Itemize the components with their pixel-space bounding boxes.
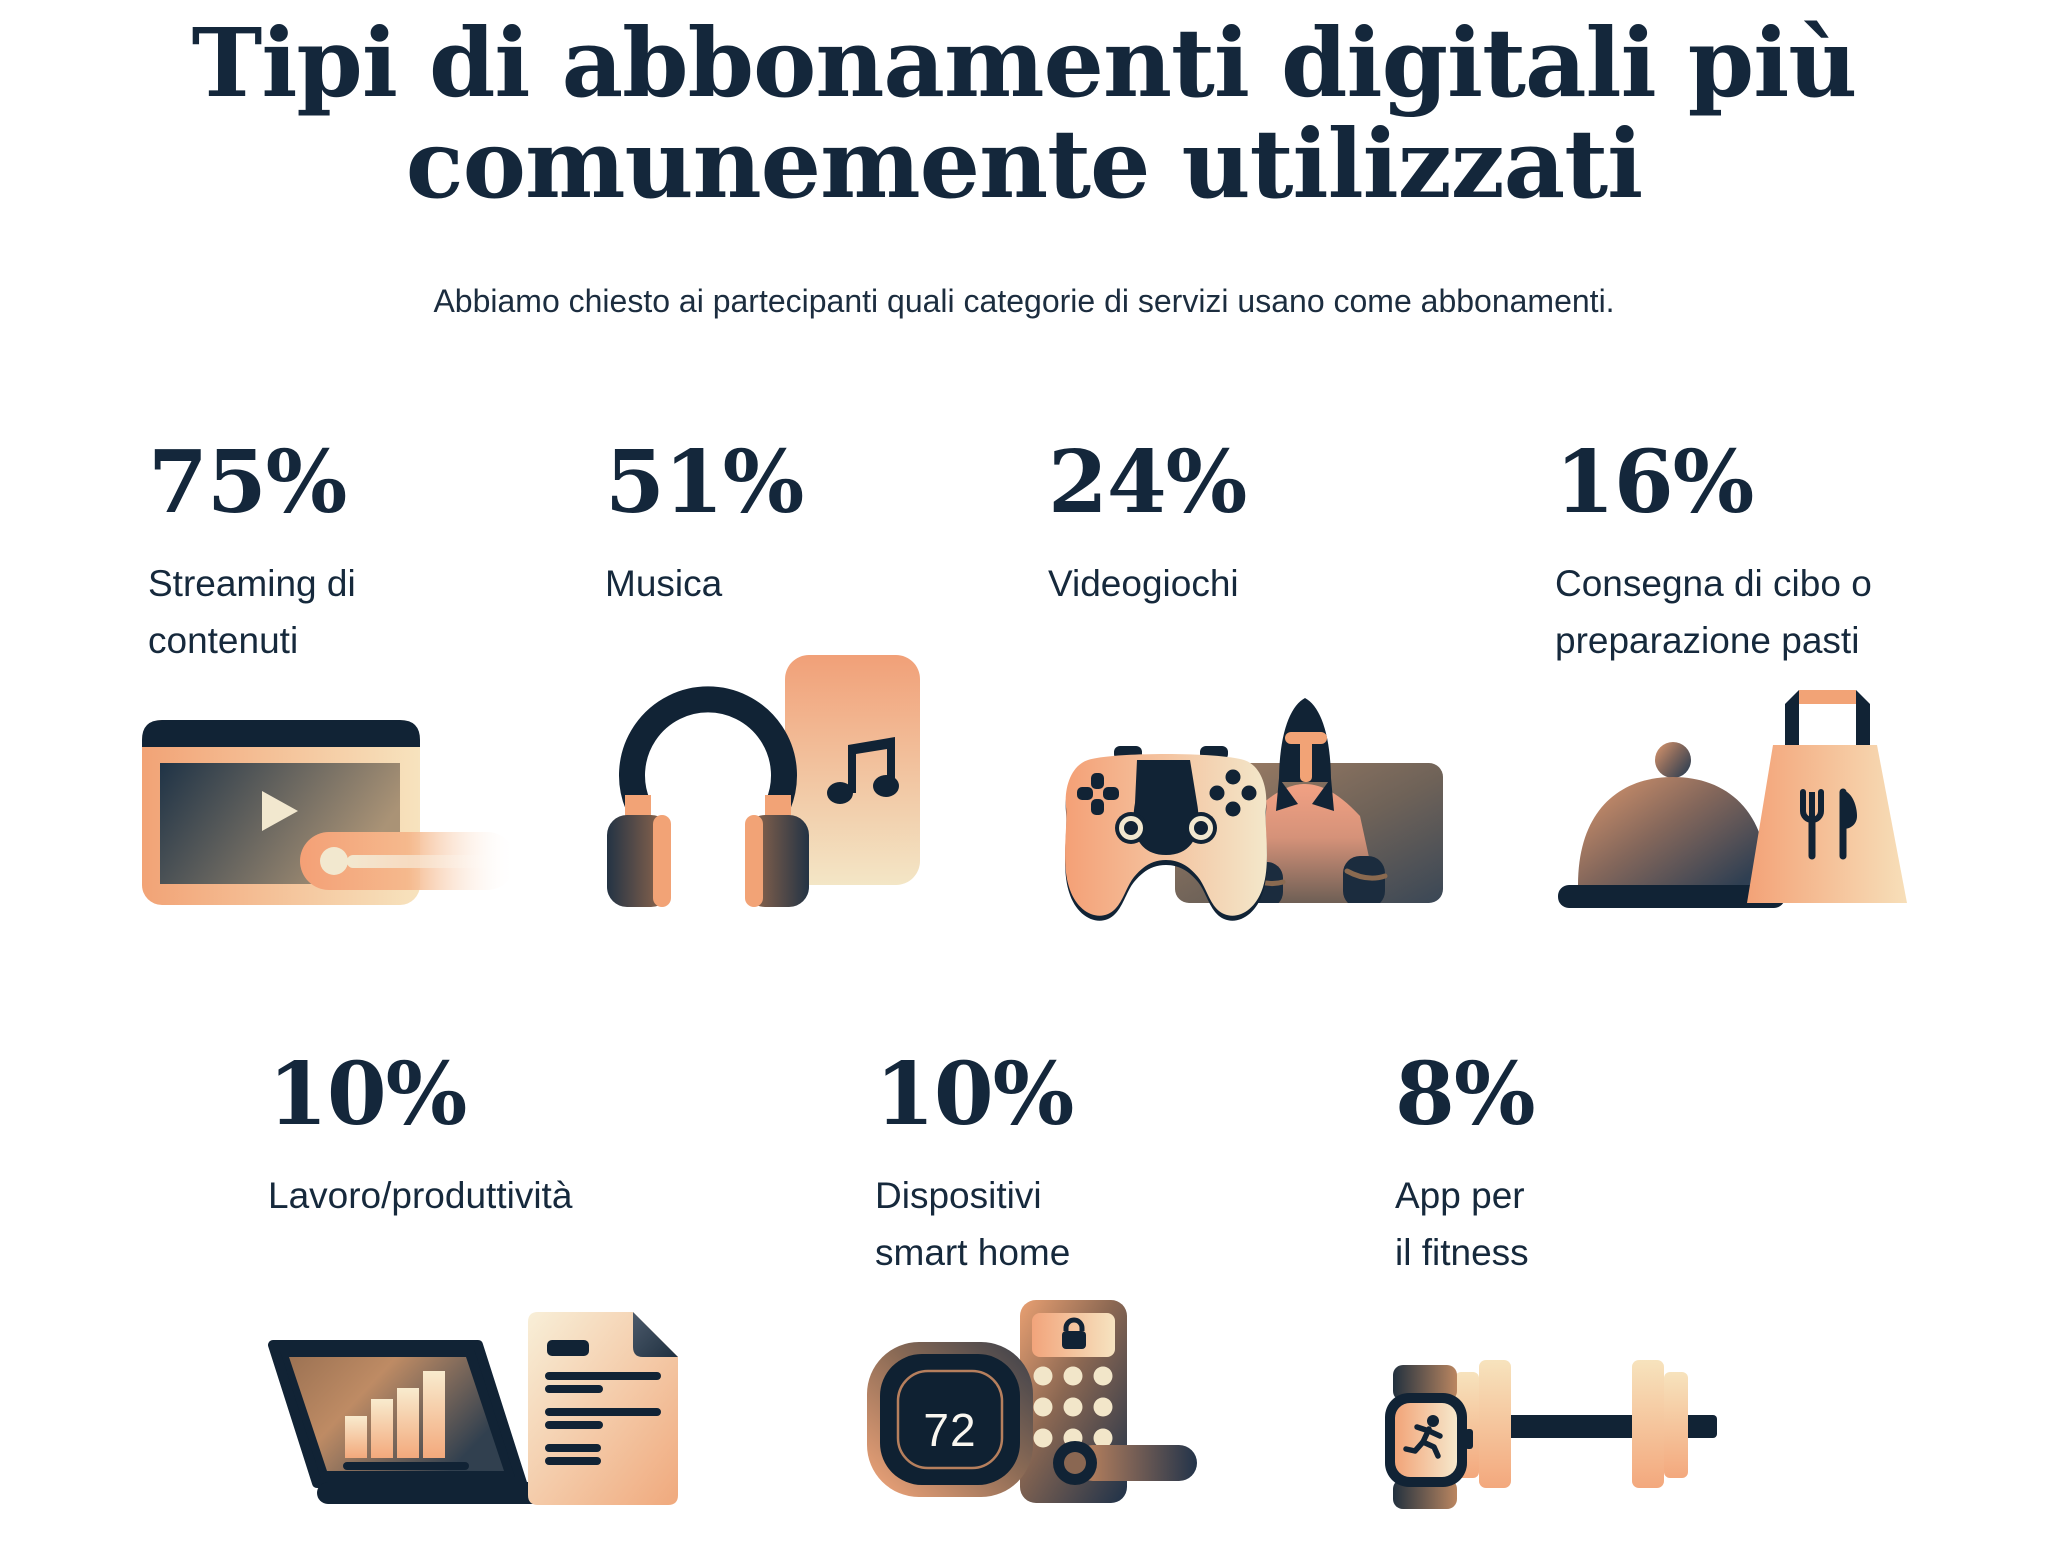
headphones [607, 686, 809, 907]
controller-touchpad [1133, 760, 1199, 855]
stat-label: Streaming di contenuti [148, 563, 356, 661]
lock-icon [1062, 1317, 1086, 1349]
controller-dpad [1077, 773, 1119, 815]
stat-smarthome: 10% Dispositivi smart home [875, 1052, 1295, 1282]
stat-value: 10% [875, 1044, 1074, 1145]
cloche-knob [1655, 742, 1691, 778]
thermostat [867, 1342, 1033, 1497]
controller-sticks [1115, 812, 1217, 844]
fork-knife-icon [1800, 788, 1857, 860]
thermostat-temperature: 72 [923, 1404, 977, 1456]
stat-label: Musica [605, 563, 723, 604]
stat-food: 16% Consegna di cibo o preparazione past… [1555, 440, 1995, 670]
music-note-icon [827, 737, 899, 804]
fitness-watch-dumbbell-icon [1385, 1360, 1717, 1509]
progress-track [347, 855, 505, 868]
controller-buttons [1209, 769, 1257, 817]
takeout-bag [1747, 690, 1907, 903]
page-title: Tipi di abbonamenti digitali più comunem… [191, 8, 1858, 220]
stat-label: App per il fitness [1395, 1175, 1529, 1273]
bar-chart-icon [345, 1371, 445, 1458]
page-subtitle: Abbiamo chiesto ai partecipanti quali ca… [433, 283, 1615, 319]
play-icon [262, 791, 298, 831]
smartwatch [1385, 1365, 1473, 1509]
keypad-buttons [1033, 1366, 1113, 1448]
document [528, 1312, 678, 1505]
dumbbell [1455, 1360, 1717, 1488]
cloche [1558, 742, 1785, 908]
stat-value: 75% [148, 432, 347, 533]
laptop-screen [289, 1357, 504, 1471]
bag-handle-top [1799, 690, 1856, 704]
runner-icon [1403, 1415, 1443, 1459]
stat-games: 24% Videogiochi [1048, 440, 1468, 613]
stat-value: 24% [1048, 432, 1247, 533]
stat-streaming: 75% Streaming di contenuti [148, 440, 568, 670]
cloche-tray [1558, 885, 1785, 908]
smart-lock-keypad [1020, 1300, 1197, 1503]
stat-label: Lavoro/produttività [268, 1175, 573, 1216]
video-player-icon [142, 720, 516, 905]
knight-helmet [1276, 698, 1334, 811]
headband [619, 686, 797, 811]
stat-label: Consegna di cibo o preparazione pasti [1555, 563, 1872, 661]
bag-body [1747, 745, 1907, 903]
thermostat-screen [880, 1354, 1020, 1485]
stat-productivity: 10% Lavoro/produttività [268, 1052, 748, 1225]
stat-fitness: 8% App per il fitness [1395, 1052, 1775, 1282]
stat-value: 51% [605, 432, 804, 533]
cloche-dome [1578, 777, 1768, 885]
laptop [268, 1340, 527, 1488]
stat-value: 16% [1555, 432, 1754, 533]
stat-value: 8% [1395, 1044, 1536, 1145]
laptop-document-icon [268, 1312, 678, 1505]
stat-label: Dispositivi smart home [875, 1175, 1071, 1273]
stat-music: 51% Musica [605, 440, 1005, 613]
document-text-lines [545, 1340, 661, 1465]
food-delivery-icon [1558, 690, 1907, 908]
player-titlebar [142, 720, 420, 747]
document-fold [633, 1312, 678, 1357]
game-controller-icon [1065, 698, 1443, 921]
stat-label: Videogiochi [1048, 563, 1239, 604]
watch-band-top [1393, 1365, 1457, 1401]
headphones-music-icon [607, 655, 920, 907]
stat-value: 10% [268, 1044, 467, 1145]
door-handle [1075, 1445, 1197, 1481]
smart-home-icon [867, 1300, 1197, 1503]
progress-knob [320, 847, 348, 875]
controller [1065, 746, 1267, 921]
